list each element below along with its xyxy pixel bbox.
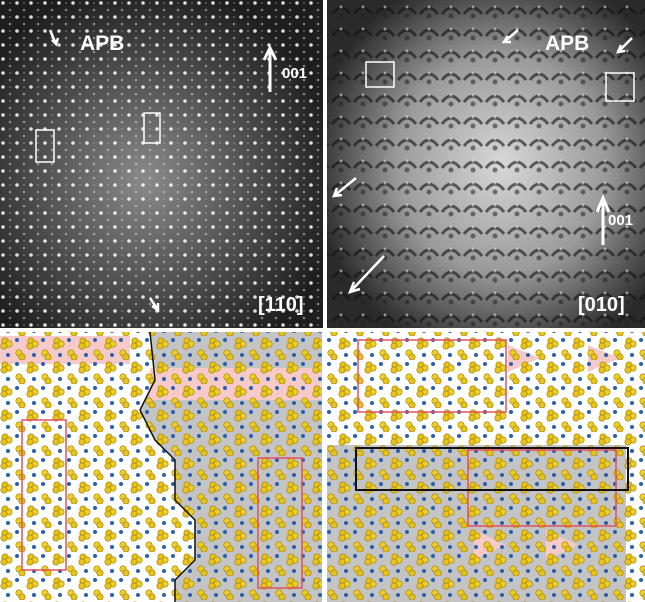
direction-label: 001	[608, 212, 633, 229]
hrtem-010: APB 001 [010]	[327, 0, 645, 328]
atomic-model-left	[0, 332, 322, 602]
figure: APB 001 [110] APB 001 [010]	[0, 0, 645, 602]
zone-axis-label: [110]	[258, 294, 304, 316]
atomic-model-right	[326, 332, 645, 602]
zone-axis-label: [010]	[578, 294, 625, 316]
apb-label: APB	[545, 32, 589, 55]
direction-label: 001	[282, 65, 307, 82]
apb-label: APB	[80, 32, 124, 55]
hrtem-110: APB 001 [110]	[0, 0, 323, 328]
